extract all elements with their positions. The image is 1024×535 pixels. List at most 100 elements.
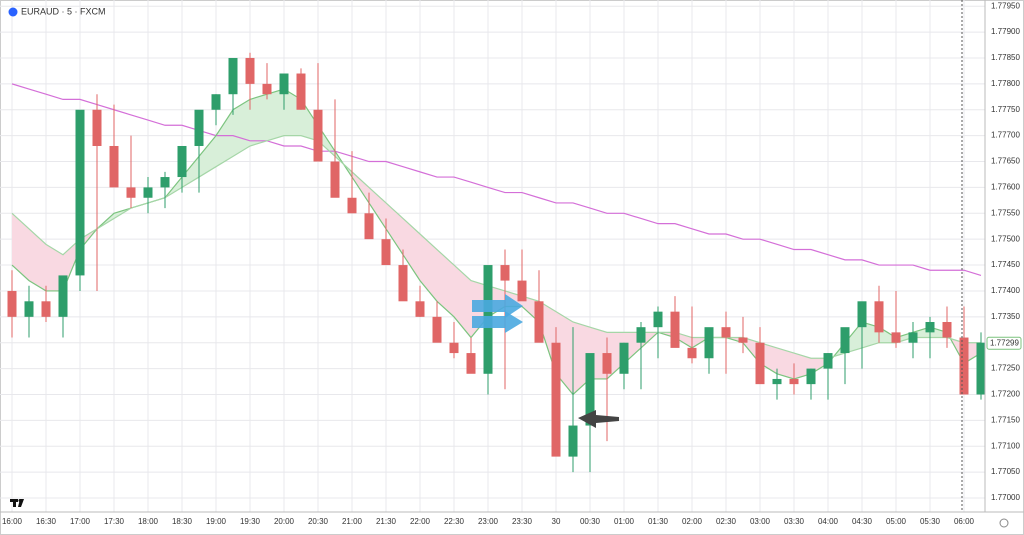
x-tick-label: 18:00 <box>138 517 159 526</box>
band-segment <box>199 135 216 178</box>
candle-body <box>806 368 816 385</box>
band-segment <box>250 94 267 146</box>
candle-body <box>24 301 34 317</box>
x-tick-label: 02:30 <box>716 517 737 526</box>
candle-body <box>840 327 850 354</box>
candle-body <box>772 378 782 385</box>
candle-body <box>602 353 612 374</box>
x-tick-label: 16:00 <box>2 517 23 526</box>
candle-body <box>92 109 102 146</box>
candle-body <box>381 239 391 266</box>
band-segment <box>29 228 46 291</box>
y-tick-label: 1.77550 <box>991 208 1020 217</box>
x-tick-label: 19:00 <box>206 517 227 526</box>
y-tick-label: 1.77500 <box>991 234 1020 243</box>
candle-body <box>211 94 221 110</box>
candle-body <box>245 57 255 84</box>
x-tick-label: 20:00 <box>274 517 295 526</box>
x-tick-label: 30 <box>552 517 561 526</box>
candle-body <box>738 337 748 343</box>
chart-title: EURAUD · 5 · FXCM <box>21 6 106 16</box>
x-tick-label: 05:00 <box>886 517 907 526</box>
x-tick-label: 16:30 <box>36 517 57 526</box>
x-tick-label: 04:00 <box>818 517 839 526</box>
y-tick-label: 1.77200 <box>991 390 1020 399</box>
candle-body <box>874 301 884 333</box>
band-segment <box>386 202 403 255</box>
candle-body <box>704 327 714 359</box>
candle-body <box>75 109 85 276</box>
candle-body <box>296 73 306 110</box>
y-tick-label: 1.77250 <box>991 364 1020 373</box>
x-tick-label: 18:30 <box>172 517 193 526</box>
candle-body <box>619 342 629 374</box>
candle-body <box>891 332 901 343</box>
band-segment <box>267 89 284 141</box>
x-tick-label: 06:00 <box>954 517 975 526</box>
x-tick-label: 02:00 <box>682 517 703 526</box>
candle-body <box>177 145 187 178</box>
candle-body <box>7 290 17 317</box>
x-tick-label: 23:00 <box>478 517 499 526</box>
candle-body <box>262 83 272 95</box>
candle-body <box>670 311 680 348</box>
candle-body <box>908 332 918 343</box>
y-tick-label: 1.77350 <box>991 312 1020 321</box>
band-segment <box>233 99 250 157</box>
candle-body <box>449 342 459 354</box>
x-tick-label: 17:00 <box>70 517 91 526</box>
candle-body <box>755 342 765 385</box>
candle-body <box>500 265 510 281</box>
band-segment <box>12 213 29 281</box>
symbol-icon <box>8 7 18 17</box>
x-tick-label: 01:00 <box>614 517 635 526</box>
y-tick-label: 1.77400 <box>991 286 1020 295</box>
band-segment <box>352 171 369 203</box>
candle-body <box>194 109 204 146</box>
y-tick-label: 1.77900 <box>991 27 1020 36</box>
last-price-box <box>986 336 1022 350</box>
candle-body <box>823 353 833 369</box>
settings-icon[interactable] <box>999 518 1009 528</box>
candle-body <box>925 322 935 333</box>
y-tick-label: 1.77150 <box>991 415 1020 424</box>
candle-body <box>58 275 68 317</box>
x-tick-label: 20:30 <box>308 517 329 526</box>
x-tick-label: 22:30 <box>444 517 465 526</box>
y-tick-label: 1.77450 <box>991 260 1020 269</box>
y-tick-label: 1.77050 <box>991 467 1020 476</box>
x-tick-label: 04:30 <box>852 517 873 526</box>
y-tick-label: 1.77650 <box>991 157 1020 166</box>
candle-body <box>330 161 340 198</box>
x-tick-label: 19:30 <box>240 517 261 526</box>
candle-body <box>313 109 323 162</box>
candle-body <box>585 353 595 426</box>
candle-body <box>415 301 425 317</box>
black-arrow <box>578 410 619 428</box>
candle-body <box>551 342 561 457</box>
x-tick-label: 22:00 <box>410 517 431 526</box>
x-tick-label: 23:30 <box>512 517 533 526</box>
candle-body <box>143 187 153 198</box>
y-tick-label: 1.77600 <box>991 183 1020 192</box>
candles <box>7 52 986 473</box>
candle-body <box>398 265 408 302</box>
candle-body <box>721 327 731 338</box>
band-segment <box>420 233 437 302</box>
candle-body <box>347 197 357 214</box>
candle-body <box>228 57 238 95</box>
y-tick-label: 1.77750 <box>991 105 1020 114</box>
candle-body <box>160 177 170 188</box>
band-segment <box>216 109 233 167</box>
y-tick-label: 1.77800 <box>991 79 1020 88</box>
indicator-line <box>11 83 982 276</box>
y-tick-label: 1.77000 <box>991 493 1020 502</box>
x-tick-label: 05:30 <box>920 517 941 526</box>
band-segment <box>777 347 794 379</box>
band-segment <box>437 249 454 317</box>
y-tick-label: 1.77950 <box>991 1 1020 10</box>
candle-body <box>568 425 578 457</box>
